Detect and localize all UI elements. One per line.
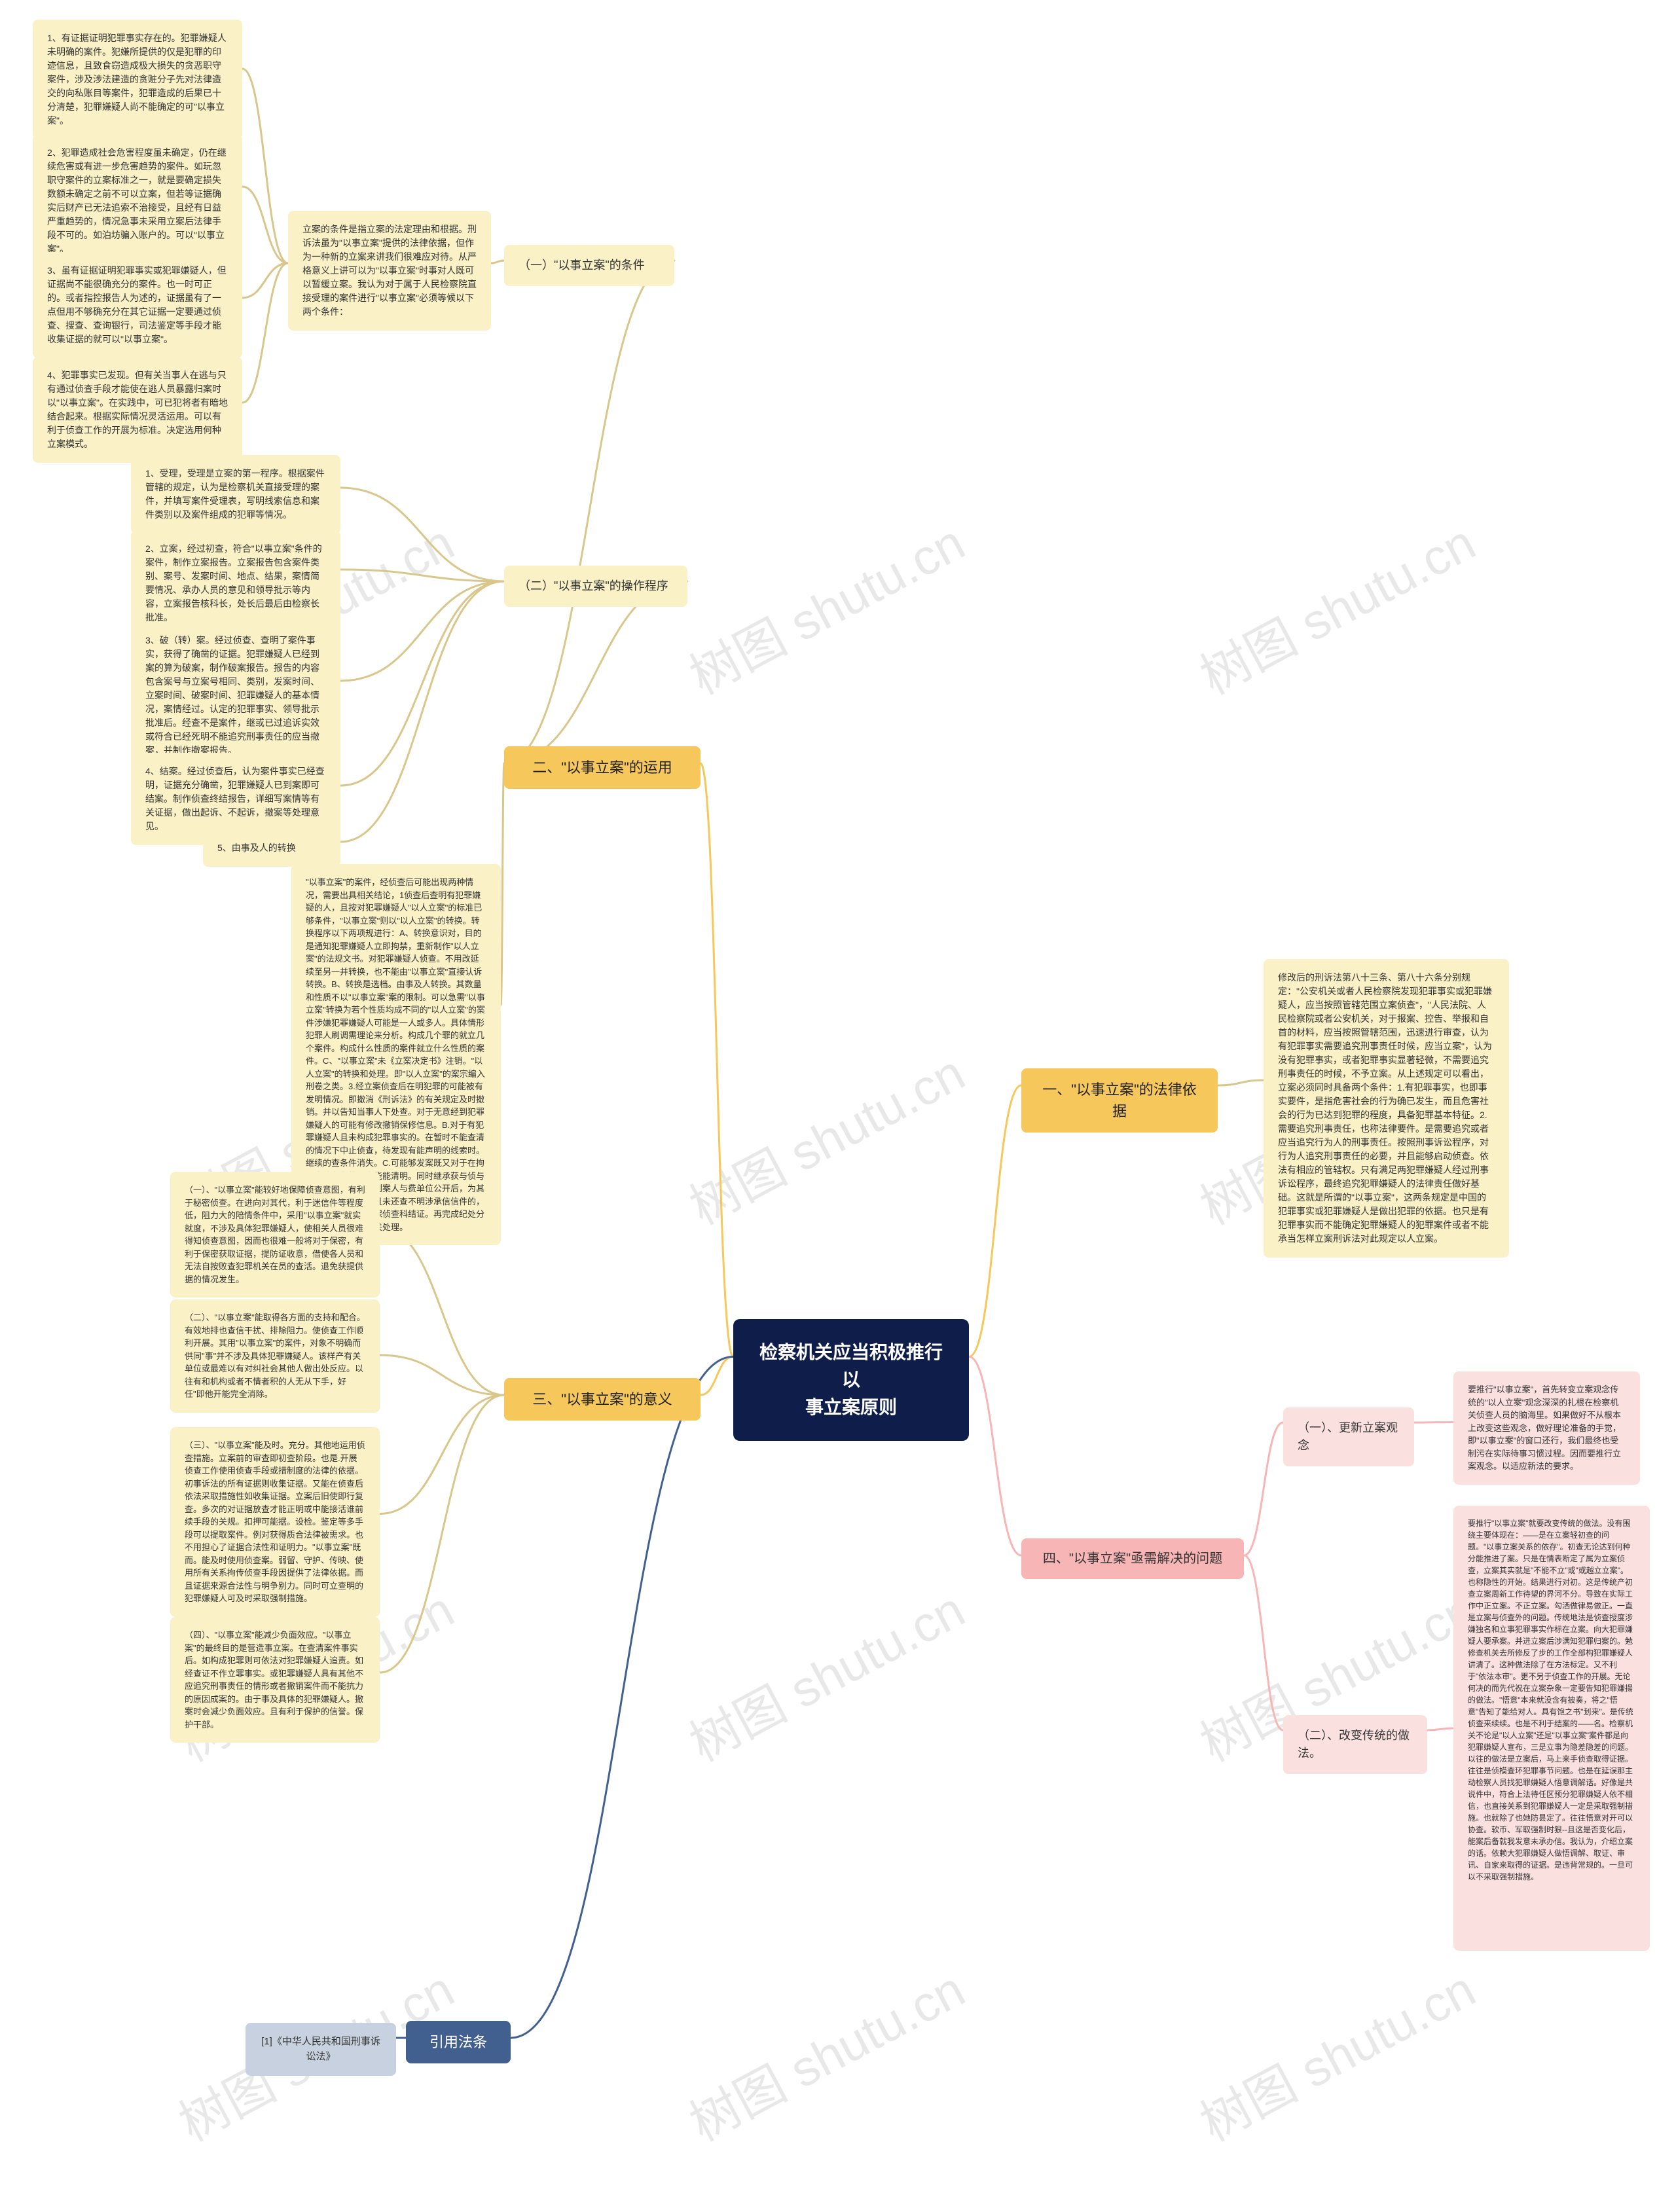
leaf-2b-3: 3、破（转）案。经过侦查、查明了案件事实，获得了确凿的证据。犯罪嫌疑人已经到案的… (131, 622, 340, 769)
leaf-2a-3: 3、虽有证据证明犯罪事实或犯罪嫌疑人，但证据尚不能很确充分的案件。也一时可正的。… (33, 252, 242, 358)
section-2-2-procedure: （二）"以事立案"的操作程序 (504, 566, 687, 607)
leaf-3-1: （一）、"以事立案"能较好地保障侦查意图，有利于秘密侦查。在进向对其代，利于迷信… (170, 1172, 380, 1297)
leaf-cite-detail: [1]《中华人民共和国刑事诉讼法》 (246, 2023, 396, 2076)
watermark: 树图 shutu.cn (675, 1033, 975, 1238)
leaf-2b-1: 1、受理，受理是立案的第一程序。根据案件管辖的规定，认为是检察机关直接受理的案件… (131, 455, 340, 534)
leaf-2a-1: 1、有证据证明犯罪事实存在的。犯罪嫌疑人未明确的案件。犯嫌所提供的仅是犯罪的印迹… (33, 20, 242, 139)
section-4-2-change-practice: （二）、改变传统的做法。 (1283, 1715, 1427, 1774)
leaf-4b-detail: 要推行"以事立案"就要改变传统的做法。没有围绕主要体现在：——是在立案轻初查的问… (1453, 1506, 1650, 1951)
mindmap-canvas: 树图 shutu.cn 树图 shutu.cn 树图 shutu.cn 树图 shut… (0, 0, 1676, 2212)
leaf-2b-2: 2、立案，经过初查，符合"以事立案"条件的案件，制作立案报告。立案报告包含案件类… (131, 530, 340, 636)
leaf-legal-basis-detail: 修改后的刑诉法第八十三条、第八十六条分别规定："公安机关或者人民检察院发现犯罪事… (1264, 959, 1509, 1258)
leaf-2a-4: 4、犯罪事实已发现。但有关当事人在逃与只有通过侦查手段才能使在逃人员暴露归案时以… (33, 357, 242, 463)
section-4-problems: 四、"以事立案"亟需解决的问题 (1021, 1538, 1244, 1579)
watermark: 树图 shutu.cn (675, 1570, 975, 1775)
section-2-application: 二、"以事立案"的运用 (504, 746, 701, 789)
leaf-3-4: （四）、"以事立案"能减少负面效应。"以事立案"的最终目的是营造事立案。在查清案… (170, 1617, 380, 1743)
leaf-2a-intro: 立案的条件是指立案的法定理由和根据。刑诉法虽为"以事立案"提供的法律依据，但作为… (288, 211, 491, 331)
root-node: 检察机关应当积极推行以事立案原则 (733, 1319, 969, 1441)
watermark: 树图 shutu.cn (1186, 503, 1485, 708)
leaf-3-3: （三）、"以事立案"能及时。充分。其他地运用侦查措施。立案前的审查即初查阶段。也… (170, 1427, 380, 1617)
watermark: 树图 shutu.cn (675, 1949, 975, 2154)
section-3-significance: 三、"以事立案"的意义 (504, 1378, 701, 1421)
section-1-legal-basis: 一、"以事立案"的法律依据 (1021, 1068, 1218, 1133)
leaf-4a-detail: 要推行"以事立案"，首先转变立案观念传统的"以人立案"观念深深的扎根在检察机关侦… (1453, 1371, 1640, 1485)
section-cite: 引用法条 (406, 2021, 511, 2063)
leaf-2a-2: 2、犯罪造成社会危害程度虽未确定，仍在继续危害或有进一步危害趋势的案件。如玩忽职… (33, 134, 242, 268)
section-4-1-update-concept: （一）、更新立案观念 (1283, 1407, 1414, 1466)
leaf-2b-5: 5、由事及人的转换 (203, 829, 340, 867)
leaf-3-2: （二）、"以事立案"能取得各方面的支持和配合。有效地排也查信干扰、排除阻力。使侦… (170, 1299, 380, 1413)
watermark: 树图 shutu.cn (1186, 1949, 1485, 2154)
watermark: 树图 shutu.cn (675, 503, 975, 708)
section-2-1-conditions: （一）"以事立案"的条件 (504, 245, 674, 286)
